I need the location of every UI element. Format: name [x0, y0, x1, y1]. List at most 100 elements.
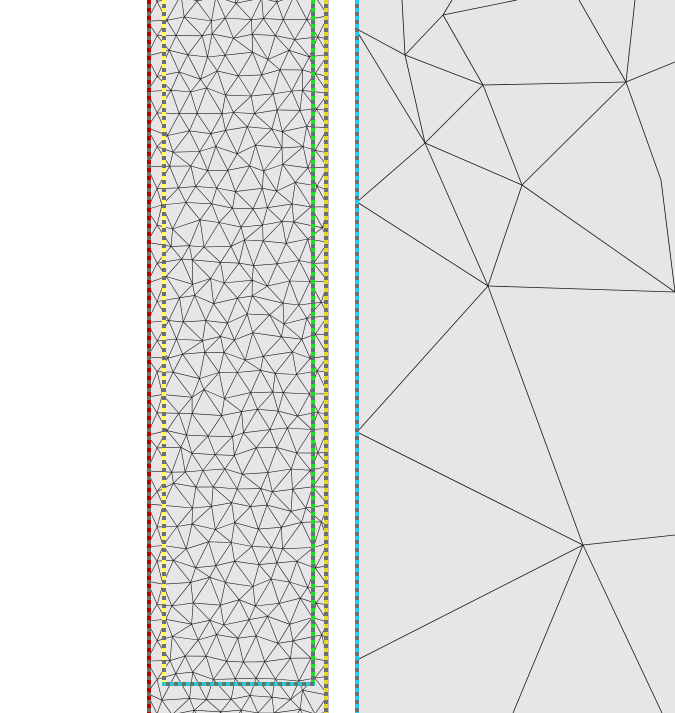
- mesh-edge: [270, 578, 280, 604]
- mesh-edge: [192, 413, 222, 416]
- mesh-edge: [170, 246, 182, 260]
- mesh-edge: [223, 282, 238, 299]
- mesh-edge: [224, 468, 238, 490]
- mesh-edge: [206, 70, 218, 89]
- mesh-edge: [178, 709, 195, 713]
- mesh-edge: [226, 661, 236, 679]
- mesh-edge: [217, 55, 226, 72]
- mesh-edge: [625, 0, 636, 83]
- mesh-edge: [234, 455, 243, 475]
- mesh-edge: [282, 548, 298, 562]
- mesh-edge: [251, 93, 274, 97]
- mesh-edge: [198, 634, 217, 641]
- mesh-edge: [299, 690, 303, 710]
- mesh-edge: [199, 203, 212, 220]
- mesh-edge: [251, 0, 262, 20]
- mesh-edge: [220, 336, 225, 353]
- mesh-edge: [271, 109, 278, 130]
- mesh-edge: [269, 314, 285, 325]
- mesh-edge: [237, 295, 253, 299]
- mesh-edge: [230, 246, 240, 264]
- mesh-edge: [279, 50, 290, 70]
- fine-mesh-strip: [146, 0, 329, 713]
- mesh-edge: [251, 18, 264, 20]
- mesh-edge: [209, 605, 221, 621]
- fine-mesh-boundaries: [147, 0, 328, 713]
- mesh-edge: [206, 699, 221, 713]
- mesh-edge: [263, 351, 293, 357]
- mesh-edge: [208, 541, 232, 543]
- mesh-edge: [166, 0, 179, 21]
- mesh-edge: [237, 359, 246, 373]
- mesh-edge: [184, 655, 193, 673]
- mesh-edge: [234, 339, 246, 361]
- mesh-edge: [157, 338, 177, 342]
- mesh-edge: [211, 203, 233, 209]
- mesh-edge: [262, 170, 264, 189]
- mesh-edge: [205, 320, 221, 337]
- mesh-edge: [213, 661, 227, 680]
- mesh-edge: [197, 639, 207, 657]
- mesh-edge: [267, 616, 290, 625]
- mesh-edge: [189, 245, 205, 248]
- mesh-edge: [231, 542, 253, 547]
- mesh-edge: [266, 504, 282, 528]
- mesh-edge: [261, 74, 274, 95]
- mesh-edge: [291, 69, 303, 92]
- mesh-edge: [298, 302, 322, 306]
- mesh-edge: [172, 354, 183, 373]
- mesh-edge: [209, 620, 224, 626]
- mesh-edge: [191, 435, 209, 454]
- mesh-edge: [256, 635, 279, 644]
- mesh-edge: [241, 224, 263, 228]
- mesh-edge: [260, 370, 274, 393]
- mesh-edge: [211, 33, 226, 56]
- mesh-edge: [275, 678, 299, 682]
- mesh-edge: [186, 435, 193, 454]
- mesh-edge: [244, 332, 253, 361]
- mesh-edge: [424, 142, 523, 186]
- mesh-edge: [178, 186, 196, 189]
- mesh-edge: [292, 486, 313, 490]
- mesh-edge: [173, 482, 196, 488]
- mesh-edge: [267, 603, 280, 617]
- mesh-edge: [186, 413, 193, 436]
- mesh-edge: [275, 35, 290, 51]
- mesh-edge: [189, 698, 207, 700]
- mesh-edge: [224, 38, 234, 56]
- mesh-edge: [169, 660, 176, 674]
- mesh-edge: [253, 240, 264, 266]
- mesh-edge: [240, 208, 254, 228]
- mesh-edge: [255, 678, 273, 698]
- mesh-edge: [291, 90, 303, 92]
- mesh-edge: [267, 285, 284, 304]
- mesh-edge: [307, 227, 323, 240]
- mesh-edge: [296, 0, 308, 20]
- mesh-edge: [271, 128, 283, 149]
- mesh-edge: [233, 112, 255, 114]
- mesh-edge: [660, 179, 675, 293]
- mesh-edge: [283, 392, 298, 417]
- mesh-edge: [231, 542, 235, 562]
- mesh-edge: [234, 447, 257, 456]
- mesh-edge: [234, 522, 253, 547]
- mesh-edge: [272, 69, 281, 94]
- mesh-edge: [223, 352, 246, 361]
- mesh-edge: [263, 18, 284, 20]
- mesh-edge: [220, 336, 235, 341]
- mesh-edge: [204, 336, 221, 353]
- mesh-edge: [282, 146, 304, 165]
- mesh-edge: [169, 35, 177, 51]
- mesh-edge: [273, 709, 301, 713]
- mesh-edge: [213, 282, 225, 304]
- mesh-edge: [221, 398, 225, 416]
- mesh-edge: [191, 413, 209, 437]
- mesh-edge: [172, 636, 199, 641]
- mesh-edge: [263, 356, 276, 374]
- mesh-edge: [278, 640, 293, 644]
- mesh-edge: [276, 260, 300, 265]
- mesh-edge: [288, 50, 303, 71]
- mesh-edge: [200, 70, 218, 80]
- mesh-edge: [199, 219, 205, 248]
